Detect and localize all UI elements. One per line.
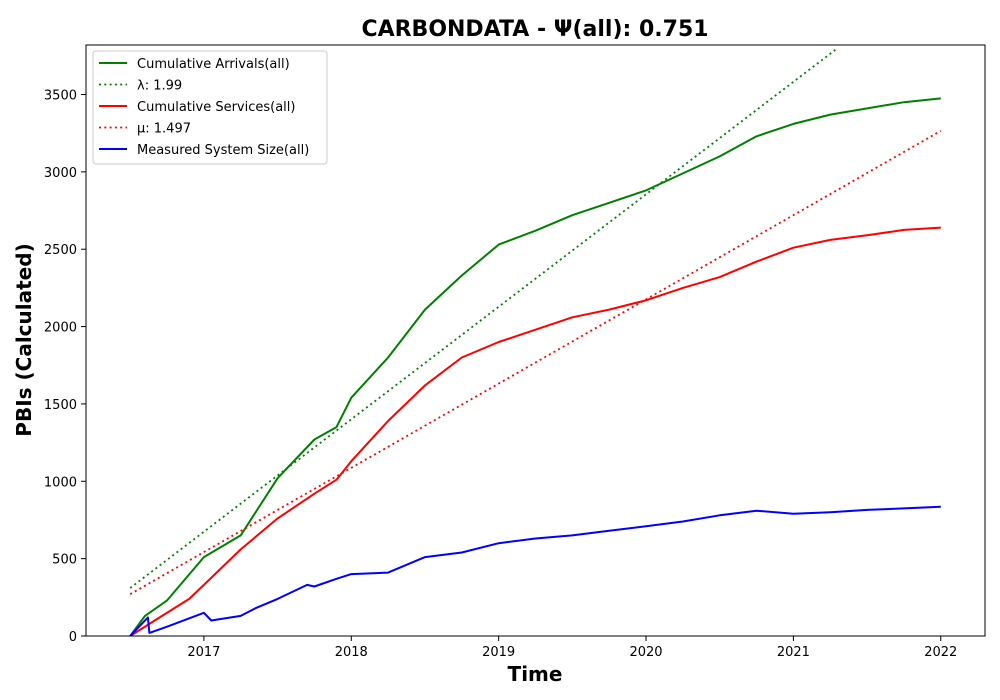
series-line-0 <box>129 97 941 636</box>
series-line-2 <box>129 226 941 636</box>
y-tick-label: 0 <box>69 630 77 645</box>
y-tick-label: 1500 <box>44 398 77 413</box>
y-tick-label: 3000 <box>44 166 77 181</box>
x-axis-label: Time <box>508 662 563 686</box>
legend-label: Cumulative Services(all) <box>137 100 295 115</box>
plot-frame <box>85 44 986 637</box>
series-line-4 <box>129 505 941 636</box>
legend: Cumulative Arrivals(all) λ: 1.99 Cumulativ… <box>92 50 328 165</box>
legend-label: μ: 1.497 <box>137 122 191 137</box>
plot-area <box>129 47 942 636</box>
y-axis: 0 500 1000 1500 2000 2500 3000 3500 <box>44 89 86 645</box>
x-tick-label: 2019 <box>482 645 515 660</box>
y-tick-label: 2000 <box>44 321 77 336</box>
series-group <box>129 47 942 636</box>
legend-label: λ: 1.99 <box>137 79 182 94</box>
x-tick-label: 2022 <box>924 645 957 660</box>
x-tick-label: 2018 <box>335 645 368 660</box>
legend-label: Measured System Size(all) <box>137 143 309 158</box>
x-axis: 2017 2018 2019 2020 2021 2022 <box>187 636 957 660</box>
chart-title: CARBONDATA - Ψ(all): 0.751 <box>361 17 708 42</box>
y-tick-label: 500 <box>52 553 77 568</box>
legend-box <box>92 50 328 165</box>
y-tick-label: 1000 <box>44 475 77 490</box>
y-tick-label: 2500 <box>44 243 77 258</box>
x-tick-label: 2017 <box>187 645 220 660</box>
x-tick-label: 2020 <box>629 645 662 660</box>
y-tick-label: 3500 <box>44 89 77 104</box>
legend-label: Cumulative Arrivals(all) <box>137 57 290 72</box>
y-axis-label: PBIs (Calculated) <box>12 243 36 436</box>
series-line-3 <box>129 130 942 595</box>
x-tick-label: 2021 <box>777 645 810 660</box>
